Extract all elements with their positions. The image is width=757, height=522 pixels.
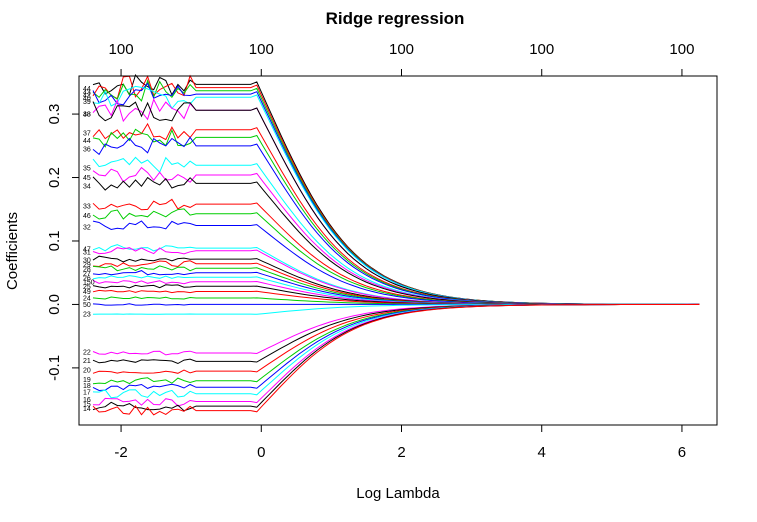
coefficient-index-label: 28	[83, 266, 91, 273]
coefficient-index-label: 34	[83, 183, 91, 190]
top-tick-label: 100	[249, 41, 274, 58]
y-tick-label: 0.0	[46, 294, 63, 315]
coefficient-index-label: 19	[83, 377, 91, 384]
coefficient-index-label: 37	[83, 131, 91, 138]
coefficient-index-label: 42	[83, 93, 91, 100]
top-tick-label: 100	[109, 41, 134, 58]
x-tick-label: -2	[114, 444, 127, 461]
coefficient-index-label: 20	[83, 367, 91, 374]
coefficient-index-label: 18	[83, 383, 91, 390]
coefficient-path	[92, 128, 700, 305]
coefficient-path	[92, 98, 700, 305]
coefficient-path	[92, 82, 700, 305]
coefficient-index-label: 46	[83, 213, 91, 220]
coefficient-index-label: 36	[83, 147, 91, 154]
coefficient-index-label: 27	[83, 271, 91, 278]
coefficient-path	[92, 304, 700, 385]
coefficient-index-label: 29	[83, 262, 91, 269]
y-tick-label: 0.2	[46, 167, 63, 188]
coefficient-index-label: 31	[83, 249, 91, 256]
coefficient-index-label: 33	[83, 204, 91, 211]
coefficient-index-label: 47	[83, 247, 91, 254]
coefficient-index-label: 50	[83, 302, 91, 309]
coefficient-path	[92, 247, 700, 305]
top-tick-label: 100	[529, 41, 554, 58]
coefficient-path	[92, 304, 700, 407]
coefficient-index-label: 23	[83, 312, 91, 319]
coefficient-index-label: 43	[83, 89, 91, 96]
x-axis-label: Log Lambda	[356, 485, 440, 502]
top-axis: 100 100 100 100 100	[109, 41, 694, 77]
chart-title: Ridge regression	[326, 9, 465, 28]
top-tick-label: 100	[389, 41, 414, 58]
coefficient-index-label: 39	[83, 99, 91, 106]
coefficient-index-label: 32	[83, 225, 91, 232]
coefficient-path	[92, 73, 700, 305]
coefficient-path	[92, 74, 700, 305]
coefficient-index-label: 44	[83, 138, 91, 145]
x-tick-label: 0	[257, 444, 265, 461]
coefficient-index-label: 30	[83, 258, 91, 265]
x-tick-label: 6	[678, 444, 686, 461]
coefficient-index-label: 45	[83, 175, 91, 182]
coefficient-index-label: 24	[83, 296, 91, 303]
top-tick-label: 100	[669, 41, 694, 58]
coefficient-index-label: 14	[83, 406, 91, 413]
coefficient-index-label: 17	[83, 390, 91, 397]
x-tick-label: 2	[397, 444, 405, 461]
coefficient-index-label: 48	[83, 112, 91, 119]
coefficient-index-label: 25	[83, 284, 91, 291]
coefficient-index-label: 26	[83, 275, 91, 282]
coefficient-index-labels: 4443424039483837443635453433463247313029…	[83, 86, 95, 413]
coefficient-path	[92, 79, 700, 305]
coefficient-path	[92, 304, 700, 392]
coefficient-index-label: 35	[83, 166, 91, 173]
coefficient-index-label: 40	[83, 96, 91, 103]
coefficient-path	[92, 176, 700, 305]
coefficient-path	[92, 304, 700, 416]
coefficient-path	[92, 136, 700, 305]
coefficient-index-label: 49	[83, 289, 91, 296]
coefficient-index-label: 38	[83, 112, 91, 119]
x-axis: -2 0 2 4 6	[114, 424, 686, 461]
y-tick-label: -0.1	[46, 355, 63, 381]
y-tick-label: 0.1	[46, 231, 63, 252]
coefficient-path	[92, 304, 700, 399]
x-tick-label: 4	[538, 444, 546, 461]
coefficient-index-label: 15	[83, 402, 91, 409]
coefficient-index-label: 22	[83, 350, 91, 357]
coefficient-path	[92, 304, 700, 412]
coefficient-paths	[92, 73, 700, 416]
coefficient-path	[92, 255, 700, 305]
y-axis-label: Coefficients	[4, 212, 21, 290]
coefficient-index-label: 16	[83, 397, 91, 404]
y-tick-label: 0.3	[46, 104, 63, 125]
coefficient-index-label: 150	[83, 280, 95, 287]
y-axis: -0.1 0.0 0.1 0.2 0.3	[46, 104, 80, 381]
coefficient-index-label: 21	[83, 358, 91, 365]
coefficient-index-label: 44	[83, 86, 91, 93]
